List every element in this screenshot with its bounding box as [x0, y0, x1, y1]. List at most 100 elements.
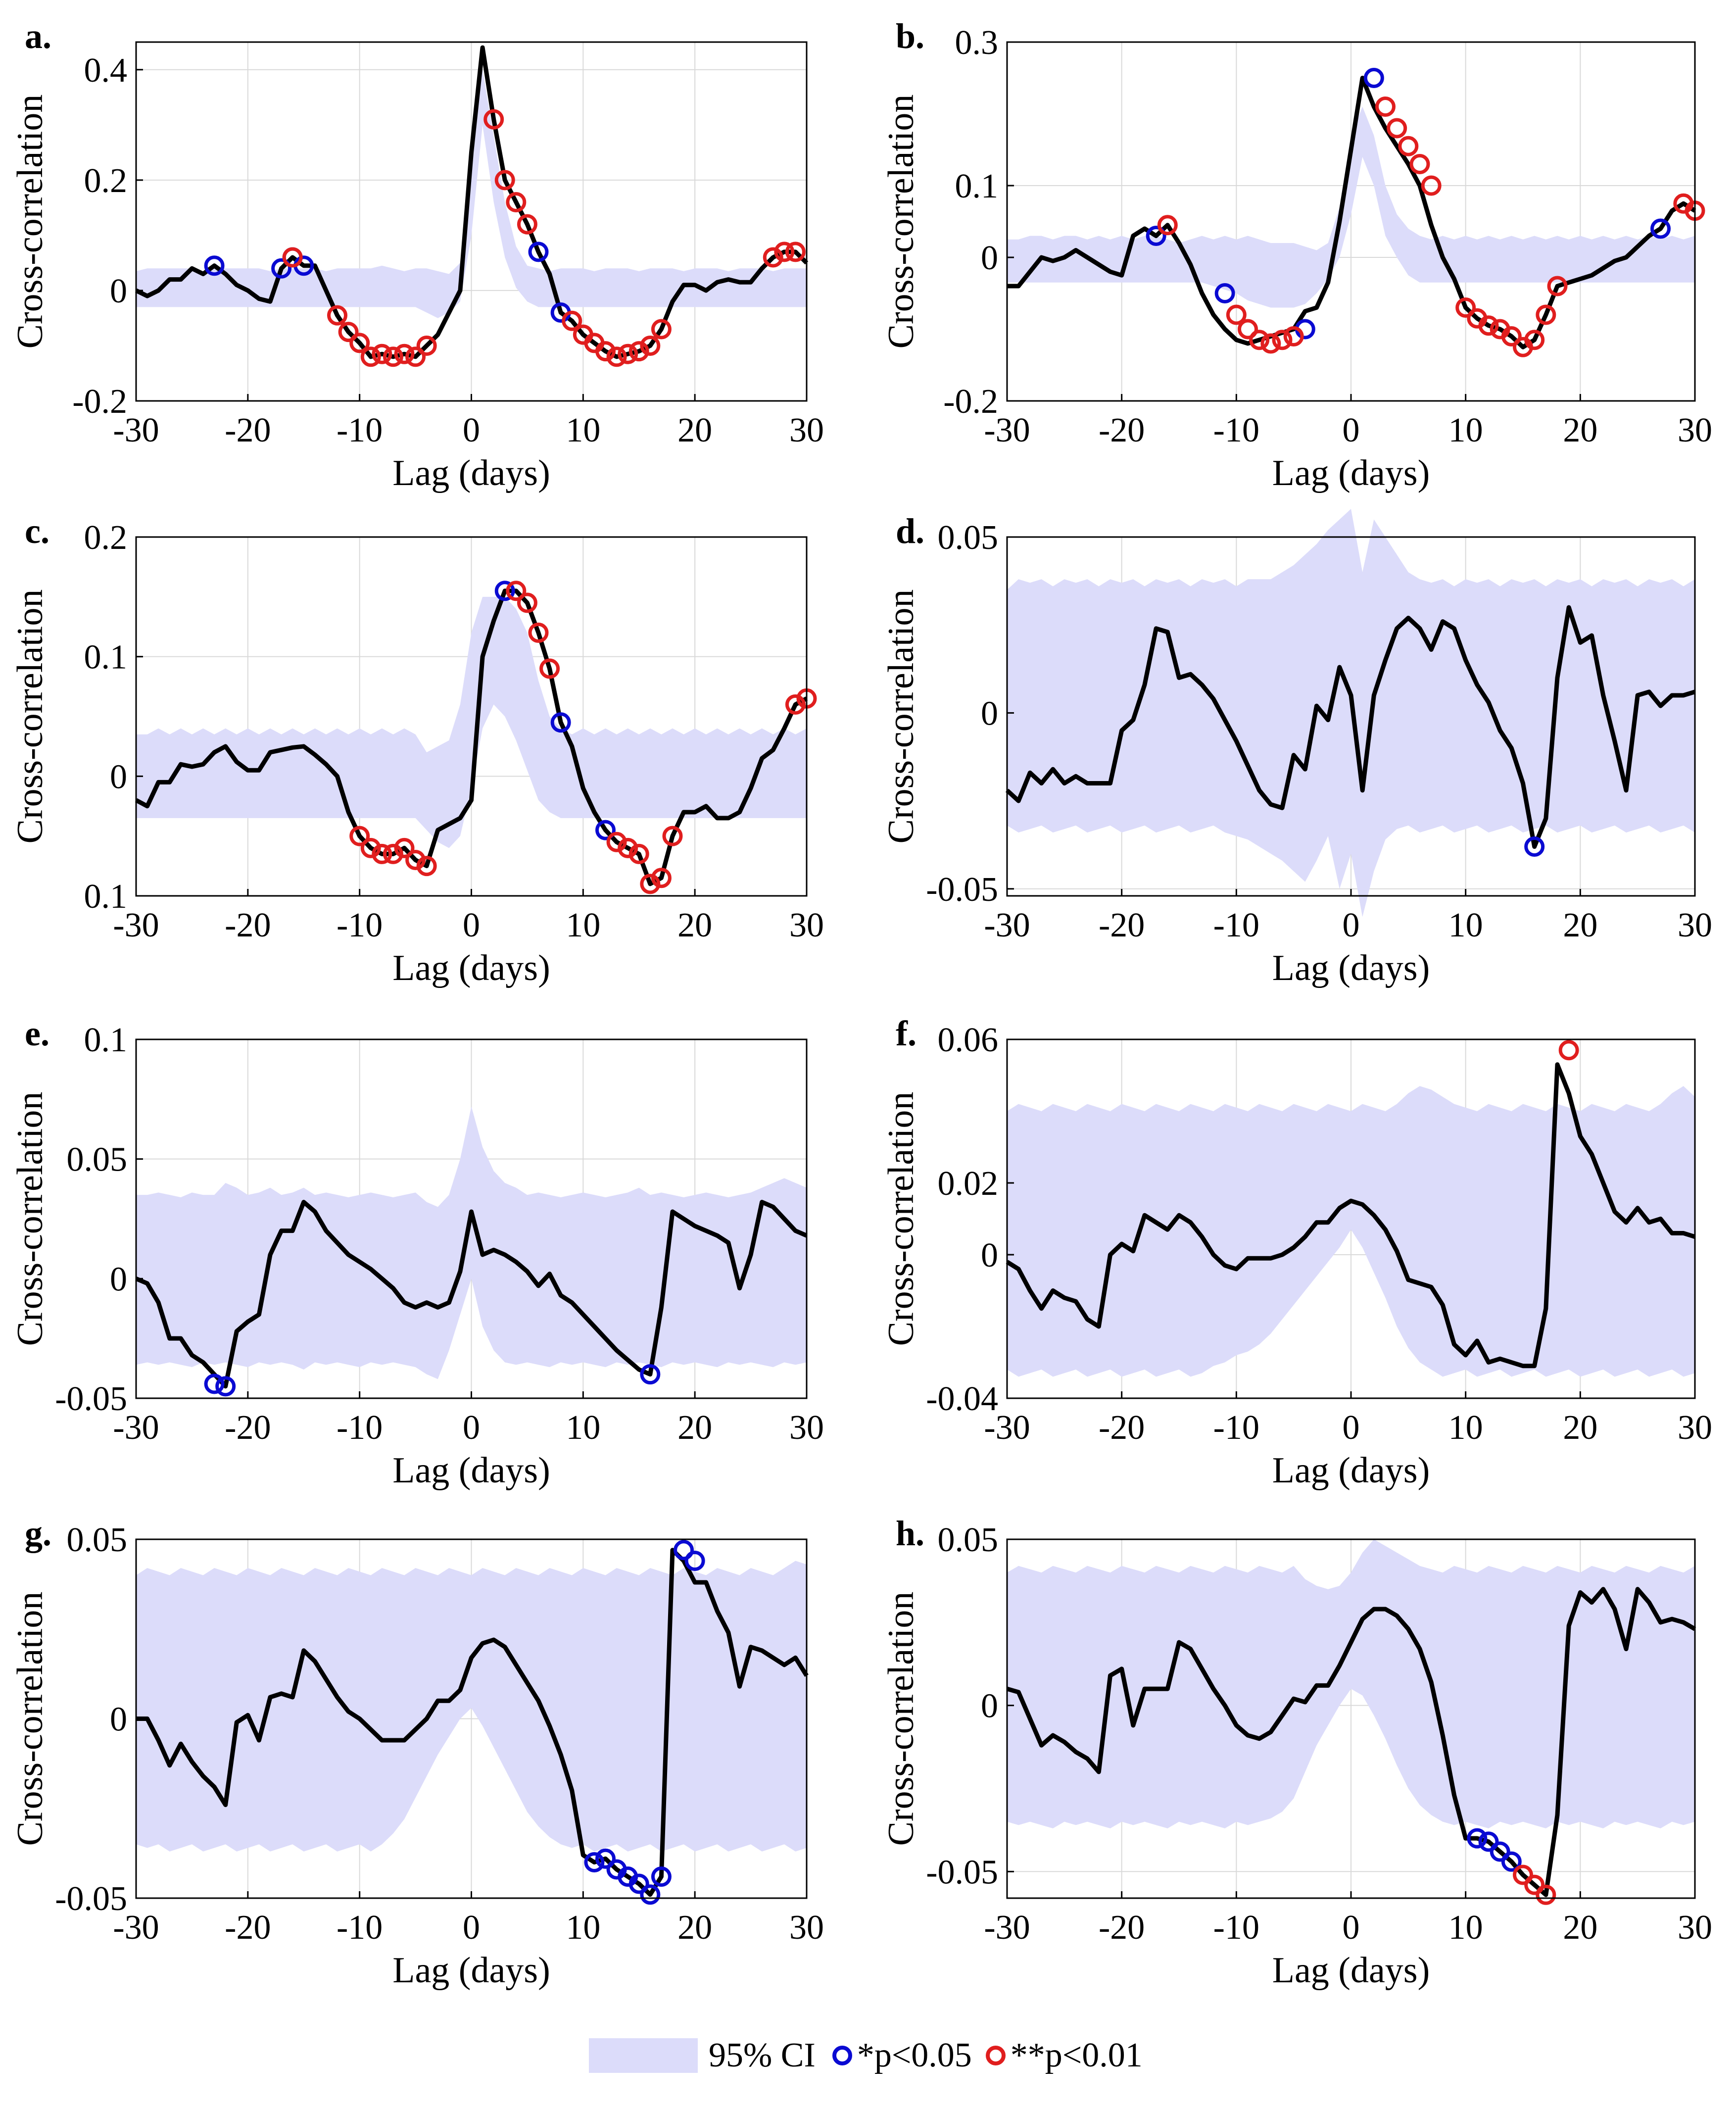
panel-b-marker-p05	[1650, 218, 1671, 239]
panel-f-ytick-label: -0.04	[926, 1380, 998, 1418]
panel-e-series-line	[135, 1200, 808, 1389]
panel-d-xtick-label: -10	[1213, 906, 1259, 944]
panel-f-marker-p01	[1558, 1040, 1579, 1061]
legend-p05-marker-icon	[832, 2046, 852, 2065]
panel-f-xtick-label: -10	[1213, 1409, 1259, 1447]
panel-g-xtick-label: -10	[337, 1909, 383, 1947]
panel-a-marker-p01	[338, 322, 359, 343]
panel-e-ci-band	[136, 1106, 807, 1379]
panel-a-marker-p01	[785, 242, 806, 262]
panel-g-marker-p05	[684, 1551, 705, 1571]
panel-b-xlabel: Lag (days)	[1272, 453, 1430, 493]
panel-e-marker-p05	[640, 1364, 661, 1385]
panel-f-xlabel: Lag (days)	[1272, 1450, 1430, 1491]
panel-b-marker-p01	[1249, 330, 1270, 350]
panel-c-ytick-label: 0	[110, 758, 127, 796]
panel-d-series-line	[1005, 605, 1696, 849]
panel-f-xtick-label: 20	[1563, 1409, 1597, 1447]
panel-f-xtick-label: -20	[1099, 1409, 1145, 1447]
panel-a-marker-p01	[506, 192, 527, 212]
panel-c-marker-p01	[394, 837, 415, 858]
panel-a-marker-p05	[204, 255, 225, 276]
panel-b-marker-p01	[1238, 319, 1258, 340]
panel-e-label: e.	[25, 1014, 49, 1053]
panel-b-marker-p01	[1226, 304, 1247, 325]
panel-b-ytick-label: 0.3	[955, 24, 999, 62]
panel-d-xtick-label: -20	[1099, 906, 1145, 944]
panel-c-marker-p01	[606, 832, 627, 852]
legend: 95% CI *p<0.05 **p<0.01	[589, 2033, 1143, 2078]
legend-ci-swatch	[589, 2038, 698, 2073]
panel-h-xtick-label: 30	[1678, 1909, 1712, 1947]
panel-b-ytick-label: 0.1	[955, 167, 999, 205]
panel-h-ylabel: Cross-correlation	[881, 1592, 921, 1846]
panel-f-ylabel: Cross-correlation	[881, 1092, 921, 1346]
panel-c-xlabel: Lag (days)	[392, 948, 550, 988]
panel-f-ytick-label: 0.02	[938, 1165, 999, 1203]
panel-h-label: h.	[896, 1514, 924, 1553]
panel-b-marker-p01	[1283, 326, 1304, 346]
panel-b-marker-p01	[1536, 304, 1556, 325]
panel-a-marker-p01	[628, 341, 649, 362]
panel-c-marker-p05	[494, 581, 515, 601]
panel-f: -30 -20 -10 0 10 20 30 -0.04 0 0.02 0.06 Lag (days)…	[881, 1014, 1712, 1491]
panel-a-marker-p01	[394, 343, 415, 364]
panel-b-ylabel: Cross-correlation	[881, 95, 921, 349]
panel-c-label: c.	[25, 511, 49, 551]
panel-d-label: d.	[896, 511, 924, 551]
panel-b-marker-p01	[1478, 315, 1499, 336]
panel-b-label: b.	[896, 16, 924, 56]
panel-d-xlabel: Lag (days)	[1272, 948, 1430, 988]
panel-a-series-line	[135, 45, 809, 359]
panel-a-marker-p01	[606, 346, 627, 367]
panel-c-xtick-label: -20	[225, 906, 271, 944]
panel-c-marker-p01	[372, 843, 392, 864]
panel-c-marker-p01	[662, 826, 683, 846]
panel-e-xtick-label: -10	[337, 1409, 383, 1447]
panel-a-ci-band	[136, 69, 807, 318]
panel-c-marker-p01	[785, 694, 806, 715]
panel-a-marker-p05	[528, 242, 549, 262]
panel-a: -30 -20 -10 0 10 20 30 -0.2 0 0.2 0.4 Lag (days) Cro…	[10, 16, 824, 493]
panel-d-xtick-label: 20	[1563, 906, 1597, 944]
panel-b-ytick-label: 0	[981, 239, 998, 277]
panel-g-marker-p05	[595, 1848, 616, 1869]
panel-g-marker-p05	[584, 1852, 605, 1872]
panel-c-marker-p01	[517, 592, 537, 613]
panel-e-marker-p05	[204, 1373, 225, 1394]
panel-a-marker-p01	[494, 170, 515, 191]
panel-b-marker-p01	[1157, 215, 1178, 236]
panel-a-marker-p01	[282, 247, 303, 268]
panel-e-xtick-label: 20	[677, 1409, 712, 1447]
panel-a-marker-p01	[405, 346, 426, 367]
panel-g-series-line	[136, 1548, 809, 1897]
panel-h-marker-p05	[1467, 1828, 1488, 1849]
panel-e-ytick-label: 0	[110, 1260, 127, 1298]
panel-b-marker-p01	[1455, 297, 1476, 318]
panel-e-xtick-label: -30	[113, 1409, 159, 1447]
panel-c-marker-p01	[506, 581, 527, 601]
panel-a-xtick-label: -30	[113, 411, 159, 449]
panel-b-marker-p05	[1363, 68, 1384, 88]
panel-d-xtick-label: -30	[984, 906, 1030, 944]
panel-b-xtick-label: -10	[1213, 411, 1259, 449]
panel-e-xtick-label: -20	[225, 1409, 271, 1447]
panel-g-marker-p05	[651, 1866, 672, 1887]
panel-h-ytick-label: -0.05	[926, 1853, 998, 1891]
panel-c-marker-p05	[595, 820, 616, 840]
panel-h-ci-band	[1007, 1539, 1695, 1829]
panel-g-marker-p05	[628, 1873, 649, 1894]
panel-b-marker-p05	[1214, 283, 1235, 303]
panel-b-xtick-label: 20	[1563, 411, 1597, 449]
panel-c-marker-p01	[618, 837, 638, 858]
panel-g-xtick-label: 0	[463, 1909, 480, 1947]
panel-a-marker-p01	[327, 305, 347, 326]
panel-f-xtick-label: 0	[1343, 1409, 1360, 1447]
panel-g-xtick-label: 20	[677, 1909, 712, 1947]
panel-a-ytick-label: 0.4	[84, 51, 128, 90]
panel-h-ytick-label: 0.05	[938, 1521, 999, 1559]
panel-c-ci-band	[136, 596, 807, 848]
panel-b-marker-p01	[1501, 326, 1522, 346]
panel-a-marker-p01	[774, 242, 795, 262]
